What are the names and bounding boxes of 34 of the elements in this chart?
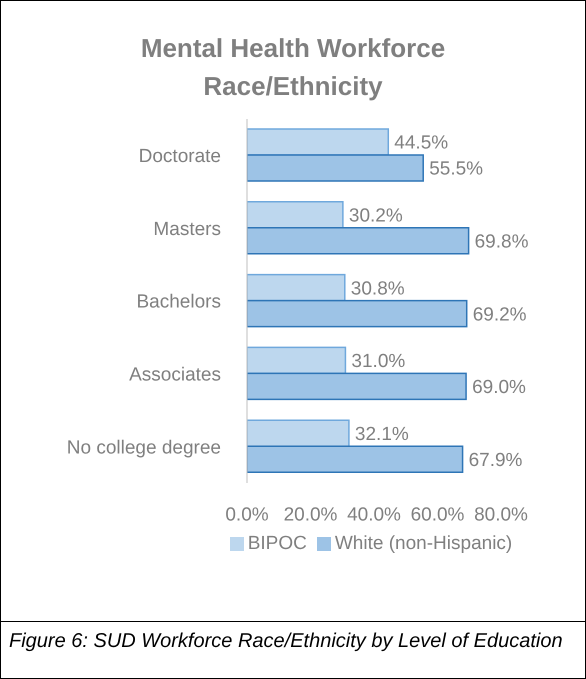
bar xyxy=(247,274,346,302)
data-label: 69.2% xyxy=(472,304,527,326)
x-tick-label: 0.0% xyxy=(225,504,269,526)
caption: Figure 6: SUD Workforce Race/Ethnicity by Level of Education xyxy=(9,629,564,654)
data-label: 44.5% xyxy=(394,132,448,154)
bar xyxy=(247,346,346,374)
y-tick-label: Masters xyxy=(153,218,221,240)
legend-label: White (non-Hispanic) xyxy=(334,533,512,554)
y-tick-label: Doctorate xyxy=(138,146,221,168)
data-label: 67.9% xyxy=(468,450,523,471)
bar xyxy=(247,227,470,255)
data-label: 55.5% xyxy=(429,158,484,180)
data-label: 31.0% xyxy=(351,351,406,372)
legend-label: BIPOC xyxy=(248,533,307,554)
bar xyxy=(247,372,467,400)
data-label: 69.0% xyxy=(472,377,526,398)
data-label: 30.2% xyxy=(348,206,403,227)
bar xyxy=(247,128,390,156)
bar xyxy=(247,445,464,473)
y-tick-label: Associates xyxy=(129,364,221,386)
y-tick-label: Bachelors xyxy=(136,292,221,313)
chart-title: Mental Health Workforce Race/Ethnicity xyxy=(140,32,446,103)
x-tick-label: 80.0% xyxy=(474,504,528,526)
data-label: 30.8% xyxy=(350,278,405,300)
x-tick-label: 20.0% xyxy=(284,504,338,526)
bar xyxy=(247,154,424,182)
x-tick-label: 40.0% xyxy=(347,504,402,526)
y-tick-label: No college degree xyxy=(66,437,221,458)
data-label: 32.1% xyxy=(354,424,409,445)
bar xyxy=(247,201,344,229)
bar xyxy=(247,300,468,328)
data-label: 69.8% xyxy=(474,232,529,253)
bar xyxy=(247,419,350,447)
x-tick-label: 60.0% xyxy=(410,504,465,526)
